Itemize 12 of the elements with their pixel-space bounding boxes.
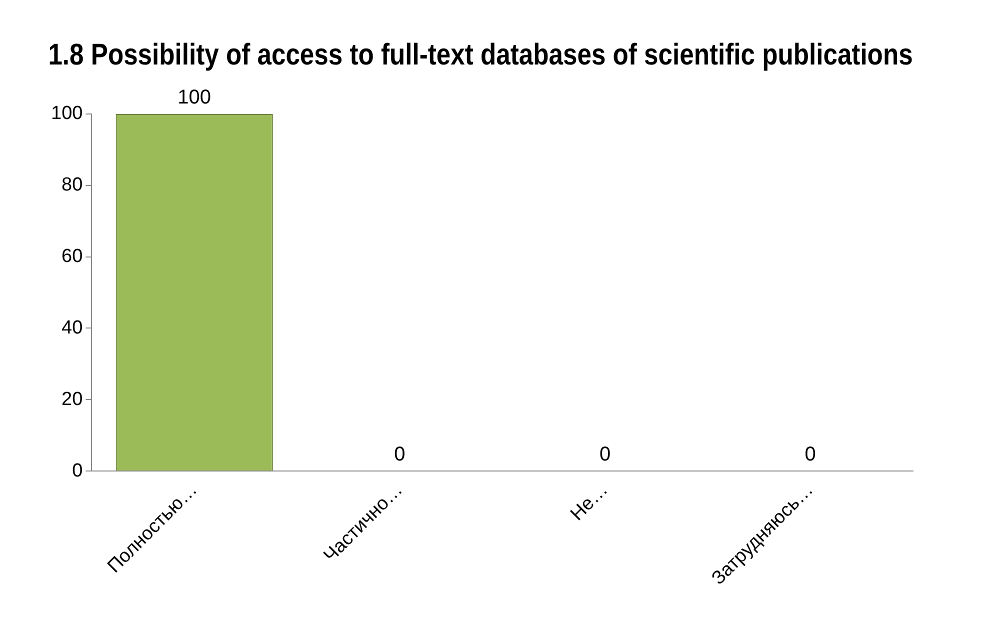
- data-label: 0: [804, 444, 816, 466]
- data-label: 100: [178, 86, 212, 109]
- y-tick-label: 20: [62, 388, 83, 410]
- y-tick-label: 0: [72, 460, 83, 482]
- y-tick-label: 100: [51, 103, 83, 124]
- y-tick-label: 60: [62, 246, 83, 268]
- y-tick-label: 80: [62, 174, 83, 196]
- y-tick-label: 40: [62, 317, 83, 338]
- chart-title: 1.8 Possibility of access to full-text databases of scientific publications: [48, 37, 913, 71]
- x-tick-label: Не…: [566, 480, 612, 525]
- data-label: 0: [394, 444, 406, 466]
- data-label: 0: [599, 444, 611, 466]
